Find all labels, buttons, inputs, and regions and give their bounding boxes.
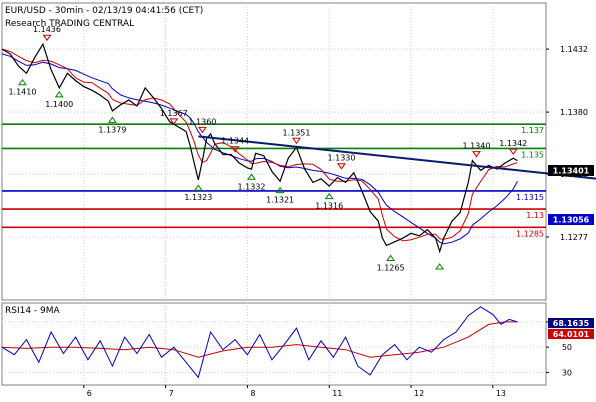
rsi-y-tick-label: 50 xyxy=(562,343,572,352)
x-tick-label: 11 xyxy=(332,389,342,398)
y-tick-label: 1.1380 xyxy=(560,108,588,117)
level-label: 1.1285 xyxy=(516,229,544,238)
level-label: 1.13 xyxy=(526,211,544,220)
chart-subtitle: Research TRADING CENTRAL xyxy=(5,19,134,29)
x-tick-label: 13 xyxy=(496,389,506,398)
peak-marker xyxy=(169,118,179,125)
y-tick-label: 1.1277 xyxy=(560,233,588,242)
trough-marker xyxy=(54,90,64,98)
trough-label: 1.1332 xyxy=(238,182,266,191)
rsi-ma-badge-label: 64.0101 xyxy=(553,330,590,339)
peak-marker xyxy=(508,148,518,156)
chart-title: EUR/USD - 30min - 02/13/19 04:41:56 (CET… xyxy=(5,6,203,16)
peak-label: 1.1367 xyxy=(160,109,188,118)
trough-label: 1.1323 xyxy=(184,193,212,202)
peak-label: 1.1351 xyxy=(282,128,310,137)
trough-marker xyxy=(386,254,396,262)
level-label: 1.1315 xyxy=(516,193,544,202)
rsi-badge: 68.1635 xyxy=(548,318,594,328)
trough-marker xyxy=(247,173,256,180)
price-line xyxy=(1,42,518,254)
rsi-title: RSI14 - 9MA xyxy=(5,306,61,316)
peak-marker xyxy=(42,34,52,42)
peak-marker xyxy=(472,151,481,158)
main-panel xyxy=(1,2,547,301)
trough-marker xyxy=(17,78,27,86)
trough-label: 1.1400 xyxy=(45,100,73,109)
trough-label: 1.1321 xyxy=(266,196,294,205)
peak-marker xyxy=(230,146,240,153)
x-tick-label: 7 xyxy=(169,389,174,398)
peak-label: 1.1360 xyxy=(188,117,216,126)
ma-badge-label: 1.13056 xyxy=(553,216,590,225)
rsi-ma-line xyxy=(1,321,518,358)
ma-badge: 1.13056 xyxy=(548,214,594,225)
level-label: 1.135 xyxy=(521,150,544,159)
trough-marker xyxy=(275,186,285,194)
peak-label: 1.1330 xyxy=(327,154,355,163)
trough-marker xyxy=(435,263,445,270)
trough-marker xyxy=(193,184,203,191)
rsi-ma-badge: 64.0101 xyxy=(548,329,594,339)
peak-marker xyxy=(337,163,346,170)
current-price-label: 1.13401 xyxy=(553,167,590,176)
level-label: 1.137 xyxy=(521,126,544,135)
peak-label: 1.1436 xyxy=(33,25,61,34)
trough-label: 1.1379 xyxy=(98,125,126,134)
x-tick-label: 12 xyxy=(414,389,424,398)
trendline xyxy=(198,135,596,180)
levels: 1.137 1.135 1.1315 1.13 1.1285 xyxy=(2,123,546,238)
rsi-line xyxy=(1,306,518,379)
trough-marker xyxy=(324,192,334,200)
x-tick-label: 8 xyxy=(250,389,255,398)
trough-marker xyxy=(107,116,117,123)
y-tick-label: 1.1432 xyxy=(560,45,588,54)
peak-label: 1.1342 xyxy=(499,139,527,148)
x-tick-label: 6 xyxy=(87,389,92,398)
rsi-y-tick-label: 30 xyxy=(562,368,572,377)
trough-label: 1.1410 xyxy=(8,88,36,97)
rsi-panel xyxy=(1,302,547,386)
peak-label: 1.1344 xyxy=(221,137,249,146)
peak-marker xyxy=(197,126,207,134)
rsi-badge-label: 68.1635 xyxy=(553,319,590,328)
peak-marker xyxy=(292,137,301,145)
trough-label: 1.1316 xyxy=(315,202,343,211)
grid xyxy=(2,3,546,385)
trough-label: 1.1265 xyxy=(377,264,405,273)
series xyxy=(1,42,596,379)
current-price-badge: 1.13401 xyxy=(548,165,594,176)
peak-label: 1.1340 xyxy=(462,142,490,151)
